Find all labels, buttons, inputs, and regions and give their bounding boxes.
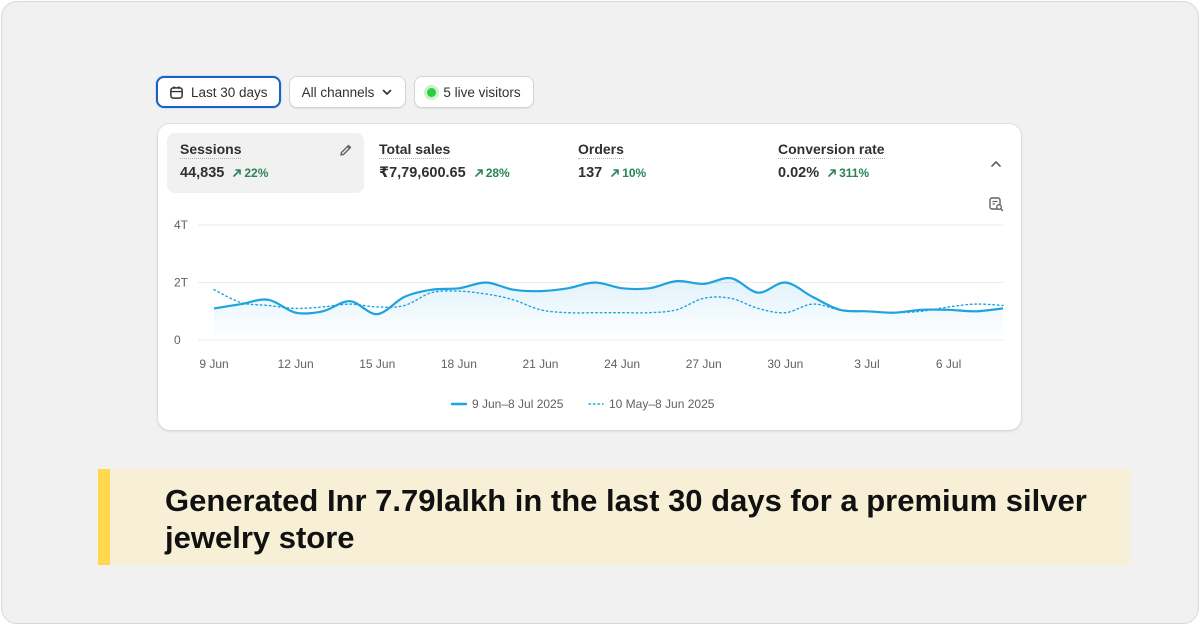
legend-label-current: 9 Jun–8 Jul 2025: [472, 397, 564, 411]
legend-label-comparison: 10 May–8 Jun 2025: [609, 397, 715, 411]
arrow-up-right-icon: [474, 169, 483, 177]
metric-value: 0.02%: [778, 165, 820, 181]
metric-total-sales[interactable]: Total sales ₹7,79,600.65 28%: [366, 133, 556, 193]
arrow-up-right-icon: [611, 169, 620, 177]
metric-label[interactable]: Orders: [578, 141, 624, 159]
x-tick-label: 18 Jun: [441, 357, 477, 371]
arrow-up-right-icon: [828, 169, 836, 177]
arrow-up-right-icon: [233, 169, 242, 177]
x-tick-label: 12 Jun: [278, 357, 314, 371]
metric-label[interactable]: Sessions: [180, 141, 242, 159]
caption-text: Generated Inr 7.79lalkh in the last 30 d…: [165, 483, 1087, 555]
metric-sessions[interactable]: Sessions 44,835 22%: [167, 133, 364, 193]
y-tick-label: 2T: [174, 276, 189, 290]
y-tick-label: 4T: [174, 218, 189, 232]
calendar-icon: [169, 85, 184, 100]
x-tick-label: 30 Jun: [767, 357, 803, 371]
chevron-down-icon: [381, 86, 393, 98]
x-tick-label: 6 Jul: [936, 357, 961, 371]
x-tick-label: 24 Jun: [604, 357, 640, 371]
live-visitors-button[interactable]: 5 live visitors: [414, 76, 534, 108]
sessions-line-chart: 0 2T 4T 9 Jun 12 Jun 15 Jun 18 Jun 21 Jun 24 Jun…: [174, 218, 1004, 411]
caption-banner: Generated Inr 7.79lalkh in the last 30 d…: [98, 469, 1130, 565]
date-range-button[interactable]: Last 30 days: [156, 76, 281, 108]
metric-orders[interactable]: Orders 137 10%: [565, 133, 755, 193]
metric-value: 44,835: [180, 165, 225, 181]
metric-change: 22%: [232, 166, 268, 180]
channels-dropdown[interactable]: All channels: [288, 76, 407, 108]
x-tick-label: 9 Jun: [199, 357, 228, 371]
x-tick-label: 27 Jun: [686, 357, 722, 371]
metric-conversion-rate[interactable]: Conversion rate 0.02% 311%: [765, 133, 965, 193]
channels-label: All channels: [301, 84, 375, 100]
metric-change: 28%: [474, 166, 510, 180]
metric-label[interactable]: Conversion rate: [778, 141, 885, 159]
x-tick-label: 21 Jun: [522, 357, 558, 371]
metric-label[interactable]: Total sales: [379, 141, 451, 159]
live-visitors-label: 5 live visitors: [443, 84, 521, 100]
metric-value: ₹7,79,600.65: [379, 165, 466, 181]
metric-value: 137: [578, 165, 603, 181]
series-line-current: [213, 276, 1004, 316]
metric-change: 10%: [610, 166, 646, 180]
series-area: [214, 278, 1003, 340]
x-tick-label: 3 Jul: [854, 357, 879, 371]
analytics-toolbar: Last 30 days All channels 5 live visitor…: [156, 76, 534, 108]
y-tick-label: 0: [174, 333, 181, 347]
analytics-card: Sessions 44,835 22% Total sales ₹7,79,60…: [158, 124, 1021, 430]
pencil-icon[interactable]: [338, 142, 354, 163]
date-range-label: Last 30 days: [191, 84, 268, 100]
x-tick-label: 15 Jun: [359, 357, 395, 371]
chevron-up-icon[interactable]: [989, 157, 1003, 176]
live-status-dot-icon: [427, 87, 437, 97]
chart-search-icon[interactable]: [988, 196, 1004, 217]
metric-change: 311%: [827, 166, 869, 180]
